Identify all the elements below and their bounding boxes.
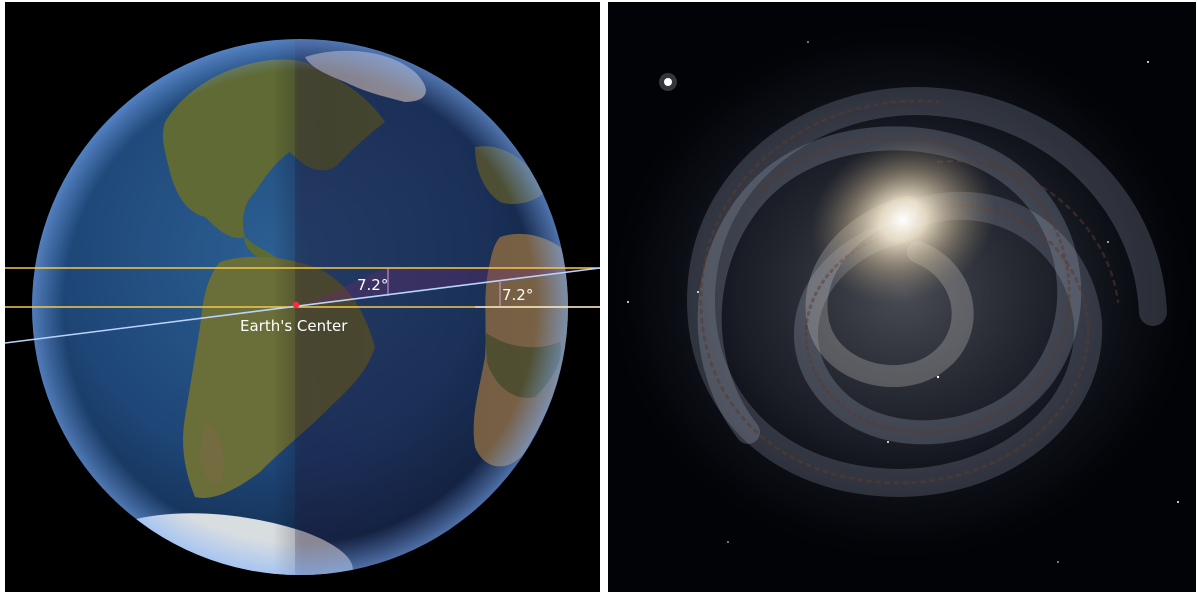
earth-center-label: Earth's Center [240,317,348,335]
spiral-galaxy-illustration [608,2,1196,592]
angle-label-2: 7.2° [502,286,533,304]
earth-diagram: 7.2° 7.2° Earth's Center [5,2,600,592]
galaxy-panel [608,2,1196,592]
earth-center-dot [292,301,300,309]
bright-star [664,78,672,86]
tilted-horizon-line [5,267,600,344]
earth-diagram-panel: 7.2° 7.2° Earth's Center [5,2,600,592]
background-stars [627,41,1179,563]
galactic-core [810,137,996,303]
angle-label-1: 7.2° [357,276,388,294]
